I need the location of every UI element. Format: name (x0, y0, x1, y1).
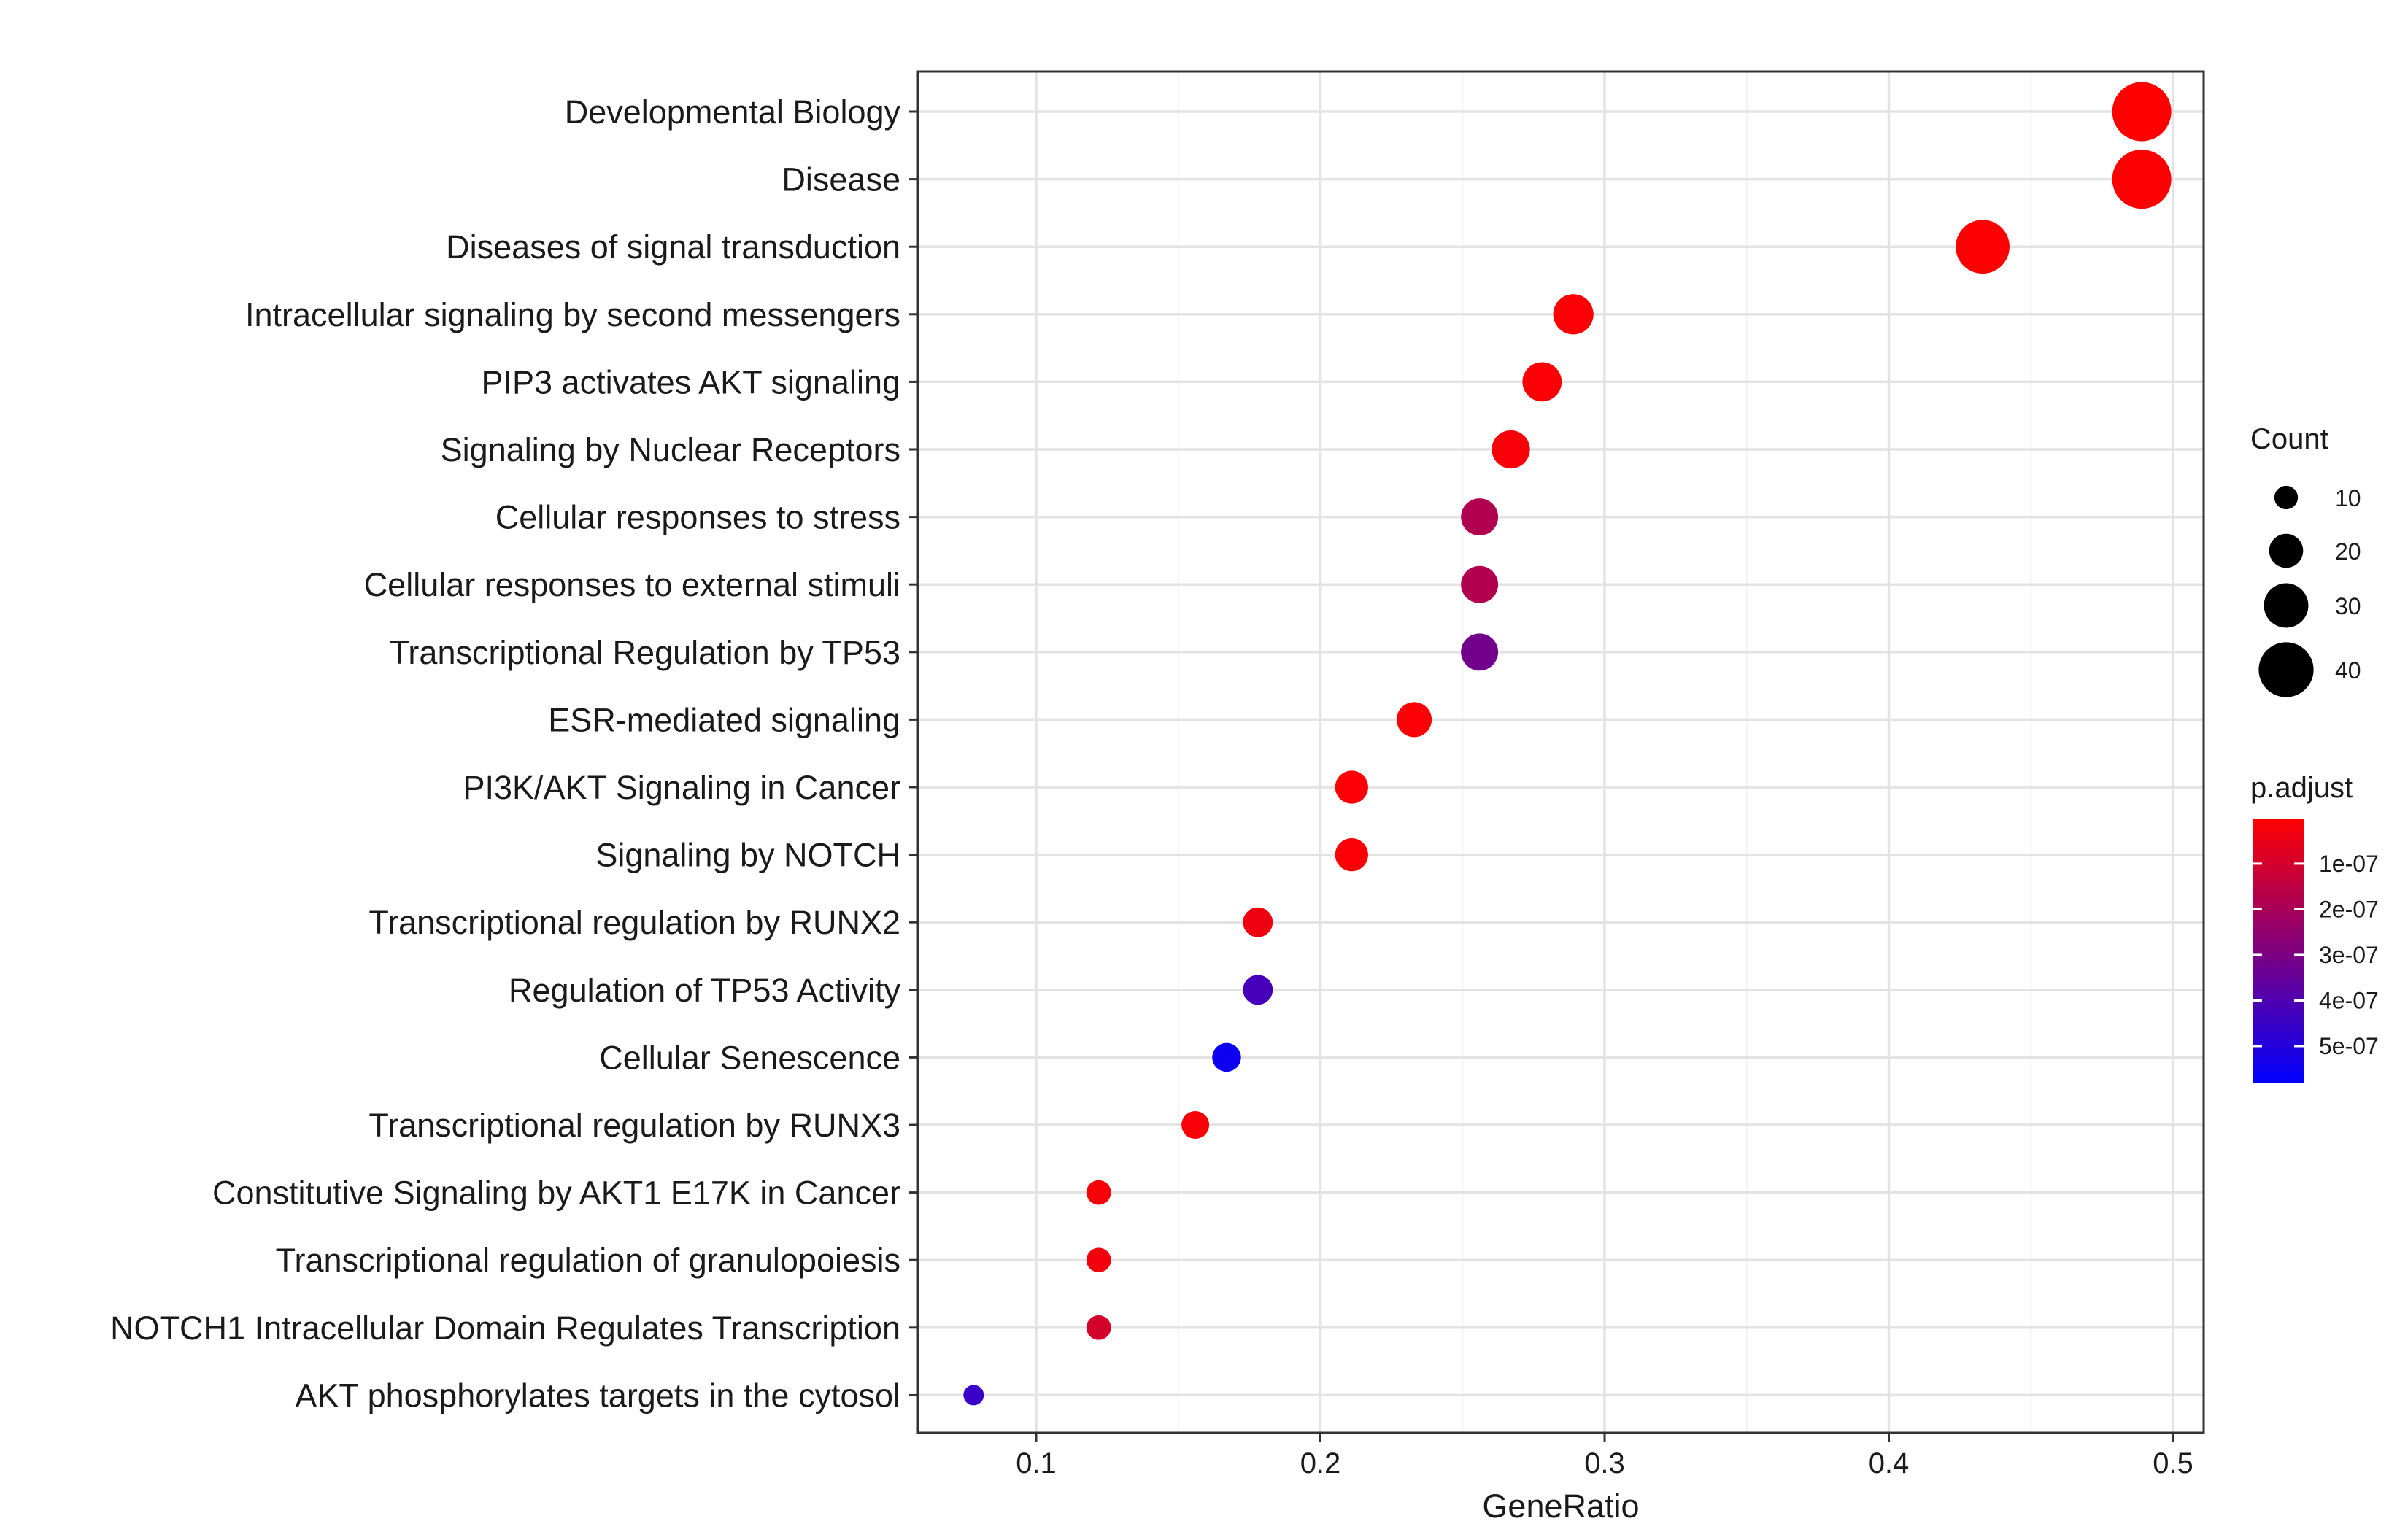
minor-gridlines (1177, 71, 2032, 1433)
y-tick-label: AKT phosphorylates targets in the cytoso… (295, 1377, 900, 1414)
count-legend-label: 30 (2335, 593, 2361, 619)
p-adjust-legend-title: p.adjust (2250, 772, 2353, 804)
count-legend-label: 40 (2335, 657, 2361, 684)
count-legend-key (2264, 583, 2309, 628)
y-tick-label: Constitutive Signaling by AKT1 E17K in C… (212, 1175, 900, 1212)
data-point (1086, 1180, 1111, 1205)
p-adjust-legend-label: 5e-07 (2319, 1033, 2379, 1059)
y-tick-label: Signaling by Nuclear Receptors (441, 431, 900, 468)
p-adjust-legend-label: 4e-07 (2319, 987, 2379, 1013)
data-point (1956, 220, 2010, 274)
y-tick-label: Cellular Senescence (599, 1039, 900, 1076)
data-point (1461, 633, 1499, 671)
data-point (1243, 975, 1273, 1005)
x-tick-label: 0.4 (1869, 1447, 1910, 1479)
y-tick-label: Transcriptional regulation by RUNX2 (368, 904, 900, 941)
data-point (1212, 1042, 1241, 1072)
p-adjust-legend: p.adjust 1e-07 2e-07 3e-07 4e-07 5e-07 (2250, 772, 2379, 1083)
data-point (1335, 770, 1368, 804)
data-point (1461, 498, 1499, 536)
data-point (1461, 565, 1499, 603)
p-adjust-legend-label: 3e-07 (2319, 942, 2379, 968)
y-tick-label: Transcriptional regulation of granulopoi… (276, 1242, 900, 1279)
data-points (963, 82, 2172, 1406)
y-tick-label: Transcriptional regulation by RUNX3 (368, 1107, 900, 1144)
y-tick-label: Intracellular signaling by second messen… (245, 296, 900, 333)
data-point (1335, 838, 1368, 872)
data-point (1086, 1315, 1111, 1340)
y-tick-label: Developmental Biology (565, 93, 901, 131)
x-axis: 0.1 0.2 0.3 0.4 0.5 (1016, 1433, 2193, 1479)
data-point (1553, 294, 1594, 335)
y-axis: Developmental Biology Disease Diseases of … (110, 93, 918, 1414)
y-tick-label: Regulation of TP53 Activity (509, 972, 900, 1009)
plot-panel-border (916, 70, 2205, 1434)
x-tick-label: 0.1 (1016, 1447, 1057, 1479)
count-legend-key (2258, 642, 2314, 697)
y-tick-label: ESR-mediated signaling (548, 701, 900, 738)
y-tick-label: NOTCH1 Intracellular Domain Regulates Tr… (110, 1309, 900, 1347)
data-point (2112, 150, 2172, 209)
x-tick-label: 0.2 (1300, 1447, 1341, 1479)
x-tick-label: 0.5 (2153, 1447, 2193, 1479)
count-legend-label: 20 (2335, 538, 2361, 565)
count-legend: Count 10 20 30 40 (2250, 423, 2361, 697)
count-legend-title: Count (2250, 423, 2328, 455)
y-tick-label: PI3K/AKT Signaling in Cancer (463, 769, 900, 806)
y-tick-label: Disease (782, 161, 900, 198)
data-point (2112, 82, 2172, 142)
count-legend-key (2274, 485, 2299, 510)
p-adjust-legend-label: 2e-07 (2319, 896, 2379, 922)
data-point (1243, 907, 1273, 937)
data-point (1492, 430, 1530, 469)
x-tick-label: 0.3 (1584, 1447, 1625, 1479)
data-point (1181, 1110, 1210, 1140)
x-axis-title: GeneRatio (1482, 1487, 1639, 1525)
y-tick-label: Transcriptional Regulation by TP53 (390, 634, 900, 671)
data-point (1397, 702, 1432, 738)
y-tick-label: Cellular responses to external stimuli (364, 566, 900, 603)
data-point (963, 1385, 984, 1406)
data-point (1522, 362, 1562, 402)
data-point (1086, 1247, 1111, 1273)
y-tick-label: Signaling by NOTCH (595, 837, 900, 874)
y-tick-label: Cellular responses to stress (495, 499, 900, 536)
p-adjust-colorbar (2253, 819, 2304, 1083)
y-tick-label: Diseases of signal transduction (446, 228, 900, 266)
count-legend-key (2269, 533, 2304, 568)
y-tick-label: PIP3 activates AKT signaling (482, 363, 901, 401)
count-legend-label: 10 (2335, 485, 2361, 511)
p-adjust-legend-label: 1e-07 (2319, 851, 2379, 877)
